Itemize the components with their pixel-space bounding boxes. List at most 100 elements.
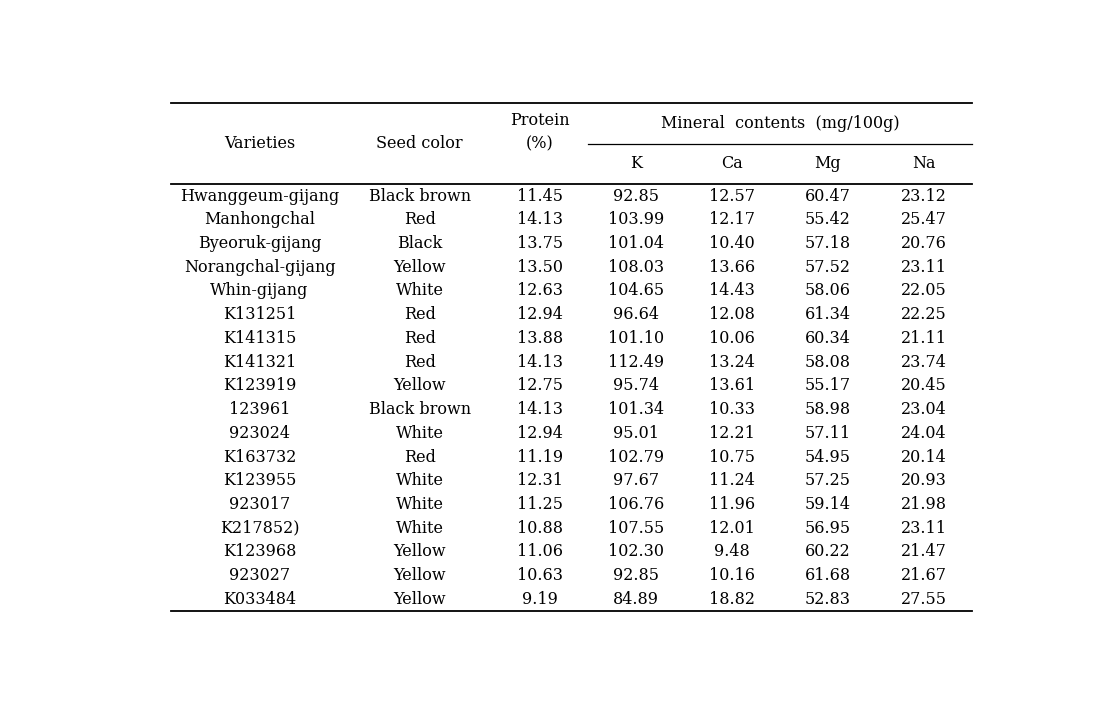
Text: Byeoruk-gijang: Byeoruk-gijang: [198, 235, 321, 252]
Text: 21.47: 21.47: [901, 543, 947, 560]
Text: Black brown: Black brown: [368, 187, 470, 204]
Text: Black: Black: [397, 235, 442, 252]
Text: 22.05: 22.05: [901, 282, 947, 300]
Text: White: White: [396, 519, 444, 537]
Text: 9.19: 9.19: [522, 591, 557, 608]
Text: 102.79: 102.79: [608, 449, 664, 465]
Text: 58.08: 58.08: [804, 354, 851, 371]
Text: 57.11: 57.11: [804, 425, 851, 442]
Text: 14.13: 14.13: [517, 211, 563, 228]
Text: 12.31: 12.31: [517, 472, 563, 489]
Text: 10.75: 10.75: [709, 449, 755, 465]
Text: 12.75: 12.75: [517, 378, 563, 395]
Text: 95.74: 95.74: [613, 378, 658, 395]
Text: 57.18: 57.18: [804, 235, 851, 252]
Text: 123961: 123961: [229, 401, 290, 418]
Text: Black brown: Black brown: [368, 401, 470, 418]
Text: 13.61: 13.61: [709, 378, 755, 395]
Text: 23.12: 23.12: [901, 187, 947, 204]
Text: 12.08: 12.08: [709, 306, 755, 323]
Text: White: White: [396, 472, 444, 489]
Text: 10.40: 10.40: [709, 235, 755, 252]
Text: White: White: [396, 496, 444, 513]
Text: Varieties: Varieties: [224, 135, 296, 152]
Text: 14.43: 14.43: [709, 282, 755, 300]
Text: K123955: K123955: [223, 472, 297, 489]
Text: 57.52: 57.52: [804, 259, 851, 276]
Text: Yellow: Yellow: [393, 378, 446, 395]
Text: 97.67: 97.67: [613, 472, 659, 489]
Text: Protein: Protein: [510, 112, 569, 128]
Text: Norangchal-gijang: Norangchal-gijang: [184, 259, 335, 276]
Text: Yellow: Yellow: [393, 543, 446, 560]
Text: 923027: 923027: [229, 567, 290, 584]
Text: 102.30: 102.30: [608, 543, 664, 560]
Text: 108.03: 108.03: [608, 259, 664, 276]
Text: 21.98: 21.98: [901, 496, 947, 513]
Text: 21.67: 21.67: [901, 567, 947, 584]
Text: 14.13: 14.13: [517, 401, 563, 418]
Text: 11.25: 11.25: [517, 496, 563, 513]
Text: 12.17: 12.17: [709, 211, 755, 228]
Text: 11.19: 11.19: [517, 449, 563, 465]
Text: 18.82: 18.82: [709, 591, 755, 608]
Text: Red: Red: [403, 449, 435, 465]
Text: Hwanggeum-gijang: Hwanggeum-gijang: [180, 187, 340, 204]
Text: 13.50: 13.50: [517, 259, 563, 276]
Text: K123968: K123968: [223, 543, 297, 560]
Text: 61.34: 61.34: [804, 306, 851, 323]
Text: 92.85: 92.85: [613, 187, 658, 204]
Text: 84.89: 84.89: [613, 591, 658, 608]
Text: 106.76: 106.76: [608, 496, 664, 513]
Text: 20.76: 20.76: [901, 235, 947, 252]
Text: 20.14: 20.14: [901, 449, 947, 465]
Text: 10.06: 10.06: [709, 330, 755, 347]
Text: (%): (%): [525, 135, 554, 152]
Text: 101.34: 101.34: [608, 401, 664, 418]
Text: Red: Red: [403, 306, 435, 323]
Text: K123919: K123919: [223, 378, 297, 395]
Text: K141321: K141321: [223, 354, 296, 371]
Text: Yellow: Yellow: [393, 567, 446, 584]
Text: K131251: K131251: [223, 306, 297, 323]
Text: Whin-gijang: Whin-gijang: [210, 282, 309, 300]
Text: 24.04: 24.04: [901, 425, 947, 442]
Text: 25.47: 25.47: [901, 211, 947, 228]
Text: 23.04: 23.04: [901, 401, 947, 418]
Text: White: White: [396, 282, 444, 300]
Text: 23.11: 23.11: [901, 259, 947, 276]
Text: Yellow: Yellow: [393, 591, 446, 608]
Text: Manhongchal: Manhongchal: [204, 211, 315, 228]
Text: 20.45: 20.45: [901, 378, 947, 395]
Text: Mineral  contents  (mg/100g): Mineral contents (mg/100g): [660, 115, 899, 132]
Text: 12.21: 12.21: [709, 425, 755, 442]
Text: 27.55: 27.55: [901, 591, 947, 608]
Text: Na: Na: [912, 155, 935, 173]
Text: 103.99: 103.99: [608, 211, 664, 228]
Text: 12.63: 12.63: [517, 282, 563, 300]
Text: 10.16: 10.16: [709, 567, 755, 584]
Text: 101.10: 101.10: [608, 330, 664, 347]
Text: K033484: K033484: [223, 591, 296, 608]
Text: Seed color: Seed color: [376, 135, 463, 152]
Text: 101.04: 101.04: [608, 235, 664, 252]
Text: 57.25: 57.25: [804, 472, 851, 489]
Text: Mg: Mg: [814, 155, 841, 173]
Text: 92.85: 92.85: [613, 567, 658, 584]
Text: Ca: Ca: [721, 155, 743, 173]
Text: 60.22: 60.22: [806, 543, 851, 560]
Text: 59.14: 59.14: [804, 496, 851, 513]
Text: 923017: 923017: [229, 496, 290, 513]
Text: 56.95: 56.95: [804, 519, 851, 537]
Text: Red: Red: [403, 211, 435, 228]
Text: Red: Red: [403, 330, 435, 347]
Text: 23.74: 23.74: [901, 354, 947, 371]
Text: 11.06: 11.06: [517, 543, 563, 560]
Text: 11.45: 11.45: [517, 187, 563, 204]
Text: 14.13: 14.13: [517, 354, 563, 371]
Text: 9.48: 9.48: [714, 543, 750, 560]
Text: K163732: K163732: [223, 449, 297, 465]
Text: 13.75: 13.75: [517, 235, 563, 252]
Text: 11.24: 11.24: [709, 472, 755, 489]
Text: 923024: 923024: [229, 425, 290, 442]
